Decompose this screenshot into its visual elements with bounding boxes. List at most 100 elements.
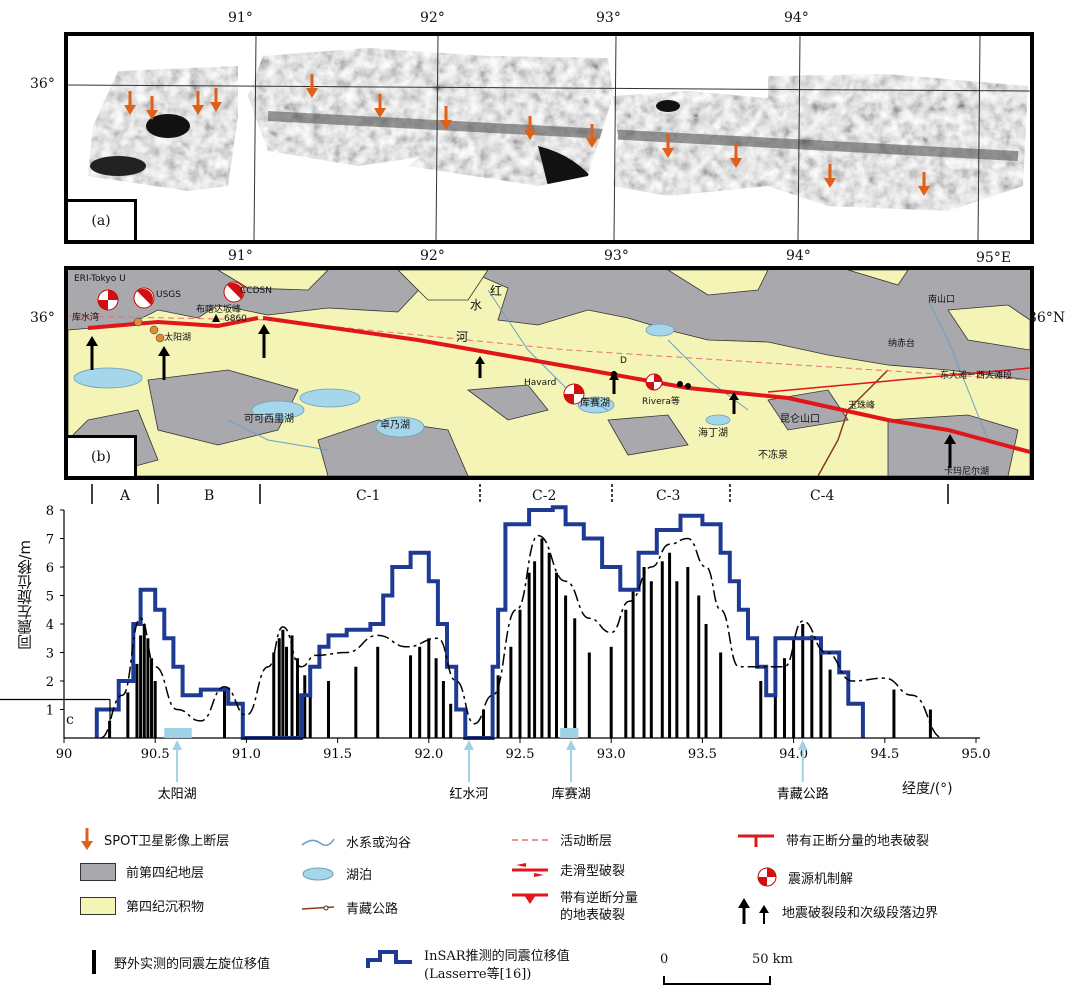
field-bar-20 xyxy=(409,655,413,738)
field-bar-49 xyxy=(719,652,723,738)
field-bar-18 xyxy=(354,666,358,738)
legend-normal: 带有正断分量的地表破裂 xyxy=(736,830,929,849)
mech-label-rivera: Rivera等 xyxy=(642,397,680,407)
field-bar-52 xyxy=(782,658,786,738)
lon-label-93-a: 93° xyxy=(596,10,621,26)
field-bar-36 xyxy=(573,618,577,738)
legend-boundary-text: 地震破裂段和次级段落边界 xyxy=(782,905,939,921)
x-tick-label-3: 91.5 xyxy=(323,747,352,762)
landmark-label-2: 库赛湖 xyxy=(552,786,591,802)
legend-pre-quaternary: 前第四纪地层 xyxy=(80,862,204,881)
highway-icon xyxy=(301,905,335,910)
field-bar-25 xyxy=(449,703,453,738)
yellow-swatch-icon xyxy=(80,896,116,915)
legend-focal: 震源机制解 xyxy=(756,866,853,888)
legend-normal-text: 带有正断分量的地表破裂 xyxy=(786,834,930,849)
lake-haidinghu xyxy=(705,414,731,426)
surface-rupture xyxy=(87,316,1030,454)
y-tick-label-6: 7 xyxy=(46,533,54,548)
lat-label-36-b-right: 36°N xyxy=(1028,310,1066,326)
spot-fault-arrows xyxy=(124,74,930,196)
insar-step-icon xyxy=(366,950,412,968)
landmark-arrowhead-2 xyxy=(566,740,577,750)
x-tick-label-1: 90.5 xyxy=(141,747,170,762)
legend-pre-quaternary-text: 前第四纪地层 xyxy=(126,866,205,881)
displacement-chart: 90 90.5 91.0 91.5 92.0 92.5 93.0 93.5 94.0 94.5 95… xyxy=(0,504,990,802)
field-bar-15 xyxy=(303,675,307,738)
mech-label-usgs: USGS xyxy=(156,290,181,300)
field-bar-12 xyxy=(285,646,289,738)
field-bar-19 xyxy=(376,646,380,738)
x-axis-label: 经度/(°) xyxy=(902,781,953,797)
field-bar-45 xyxy=(675,581,679,738)
legend-quaternary: 第四纪沉积物 xyxy=(80,896,204,915)
legend-focal-text: 震源机制解 xyxy=(788,871,854,887)
field-bar-50 xyxy=(759,681,763,738)
normal-fault-icon xyxy=(738,834,774,847)
field-bar-3 xyxy=(139,635,143,738)
pre-quaternary-outcrops xyxy=(68,369,1019,476)
field-bar-11 xyxy=(281,629,285,738)
x-tick-label-7: 93.5 xyxy=(688,747,717,762)
segment-label-a: A xyxy=(120,488,131,504)
lon-label-93-b: 93° xyxy=(604,248,629,264)
field-bar-22 xyxy=(427,638,431,738)
field-bar-icon xyxy=(92,950,96,974)
legend-reverse-text-2: 的地表破裂 xyxy=(560,908,626,923)
strike-slip-icon xyxy=(512,862,548,877)
peak-height: 6860 xyxy=(224,314,247,324)
landmark-arrowhead-1 xyxy=(463,740,474,750)
mech-label-eri: ERI-Tokyo U xyxy=(74,274,126,284)
place-budongquan: 不冻泉 xyxy=(758,450,788,461)
field-bar-7 xyxy=(153,681,157,738)
field-bar-38 xyxy=(609,646,613,738)
epicenters xyxy=(133,317,165,343)
place-kushuiwan: 库水湾 xyxy=(72,313,100,323)
satellite-image-panel: (a) xyxy=(64,32,1034,244)
legend-insar: InSAR推测的同震位移值 (Lasserre等[16]) xyxy=(366,948,570,984)
landmark-arrowhead-0 xyxy=(172,740,183,750)
place-bukadaban: 布喀达坂峰 xyxy=(196,305,242,315)
scale-zero: 0 xyxy=(660,952,669,967)
x-tick-label-2: 91.0 xyxy=(232,747,261,762)
legend-reverse-text: 带有逆断分量 xyxy=(560,891,639,906)
legend-insar-citation: (Lasserre等[16]) xyxy=(424,967,532,982)
field-bar-1 xyxy=(126,692,130,738)
segment-label-c4: C-4 xyxy=(810,488,835,504)
field-bar-8 xyxy=(223,689,227,738)
segment-label-c2: C-2 xyxy=(532,488,557,504)
y-tick-label-2: 3 xyxy=(46,647,54,662)
scale-bar xyxy=(663,976,771,985)
field-bar-6 xyxy=(150,658,154,738)
field-bar-21 xyxy=(418,646,422,738)
field-bar-13 xyxy=(290,635,294,738)
segment-label-c1: C-1 xyxy=(356,488,381,504)
lon-label-94-a: 94° xyxy=(784,10,809,26)
field-bar-48 xyxy=(704,624,708,738)
aftershock-dots xyxy=(611,371,691,389)
field-bar-35 xyxy=(564,595,568,738)
y-tick-label-7: 8 xyxy=(46,504,54,519)
field-bar-16 xyxy=(308,695,312,738)
orange-arrow-icon xyxy=(81,828,93,850)
x-tick-label-0: 90 xyxy=(56,747,73,762)
lon-label-94-b: 94° xyxy=(786,248,811,264)
beachball-icon xyxy=(757,867,777,887)
legend-reverse: 带有逆断分量 的地表破裂 xyxy=(510,890,638,924)
lon-label-91-b: 91° xyxy=(228,248,253,264)
field-bar-46 xyxy=(686,567,690,738)
place-dongdatan: 东大滩－西大滩段 xyxy=(940,371,1013,381)
geologic-map-panel: ERI-Tokyo U USGS CCDSN 库水湾 太阳湖 布喀达坂峰 686… xyxy=(64,266,1034,480)
insar-line xyxy=(94,505,865,740)
field-bar-42 xyxy=(649,581,653,738)
legend-lake-text: 湖泊 xyxy=(346,868,373,883)
legend-active-fault-text: 活动断层 xyxy=(560,834,613,849)
field-bar-58 xyxy=(892,689,896,738)
field-bar-17 xyxy=(326,681,330,738)
field-bar-37 xyxy=(587,652,591,738)
field-bar-24 xyxy=(441,681,445,738)
field-bar-43 xyxy=(660,561,664,738)
legend-field: 野外实测的同震左旋位移值 xyxy=(92,950,270,974)
place-yuzhufeng: 玉珠峰 xyxy=(848,401,876,411)
geologic-map xyxy=(68,270,1030,476)
